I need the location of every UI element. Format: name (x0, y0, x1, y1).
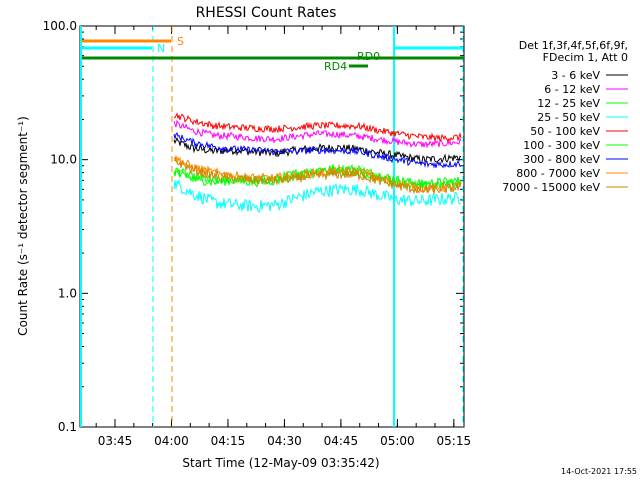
legend-entry-label: 3 - 6 keV (551, 69, 600, 82)
data-series (173, 112, 462, 213)
legend-entry-label: 800 - 7000 keV (516, 167, 600, 180)
series-line (173, 112, 462, 143)
legend-header-2: FDecim 1, Att 0 (543, 51, 628, 64)
x-tick-label: 05:15 (437, 434, 472, 448)
legend-entry-label: 25 - 50 keV (537, 111, 600, 124)
y-axis-label: Count Rate (s⁻¹ detector segment⁻¹) (16, 116, 30, 336)
night-label: N (157, 42, 165, 55)
legend-entry-label: 12 - 25 keV (537, 97, 600, 110)
x-axis-label: Start Time (12-May-09 03:35:42) (182, 456, 379, 470)
series-line (173, 178, 462, 213)
series-line (173, 132, 462, 169)
series-line (173, 119, 462, 149)
legend-entry-label: 300 - 800 keV (523, 153, 600, 166)
series-line (173, 163, 462, 189)
x-axis: 03:45 04:00 04:15 04:30 04:45 05:00 05:15 (95, 26, 472, 448)
y-tick-label: 0.1 (58, 420, 77, 434)
rd4-label: RD4 (324, 60, 347, 73)
legend-entry-label: 50 - 100 keV (530, 125, 600, 138)
legend-entry-label: 6 - 12 keV (544, 83, 600, 96)
series-line (173, 156, 462, 195)
flag-markers: S N RD0 RD4 (80, 26, 464, 427)
legend-header-1: Det 1f,3f,4f,5f,6f,9f, (519, 39, 628, 52)
chart-title: RHESSI Count Rates (196, 5, 337, 21)
y-tick-label: 100.0 (43, 19, 77, 33)
series-line (173, 166, 462, 192)
legend: Det 1f,3f,4f,5f,6f,9f, FDecim 1, Att 0 3… (502, 39, 628, 194)
x-tick-label: 03:45 (98, 434, 133, 448)
y-axis: 100.0 10.0 1.0 0.1 (43, 19, 464, 434)
x-tick-label: 04:00 (154, 434, 189, 448)
plot-frame (79, 25, 465, 428)
y-tick-label: 1.0 (58, 286, 77, 300)
y-tick-label: 10.0 (50, 153, 77, 167)
x-tick-label: 04:45 (324, 434, 359, 448)
legend-entry-label: 7000 - 15000 keV (502, 181, 600, 194)
x-tick-label: 04:30 (267, 434, 302, 448)
footer-date: 14-Oct-2021 17:55 (561, 467, 637, 476)
rd0-label: RD0 (357, 50, 380, 63)
saa-label: S (177, 35, 184, 48)
legend-entry-label: 100 - 300 keV (523, 139, 600, 152)
x-tick-label: 04:15 (211, 434, 246, 448)
x-tick-label: 05:00 (380, 434, 415, 448)
